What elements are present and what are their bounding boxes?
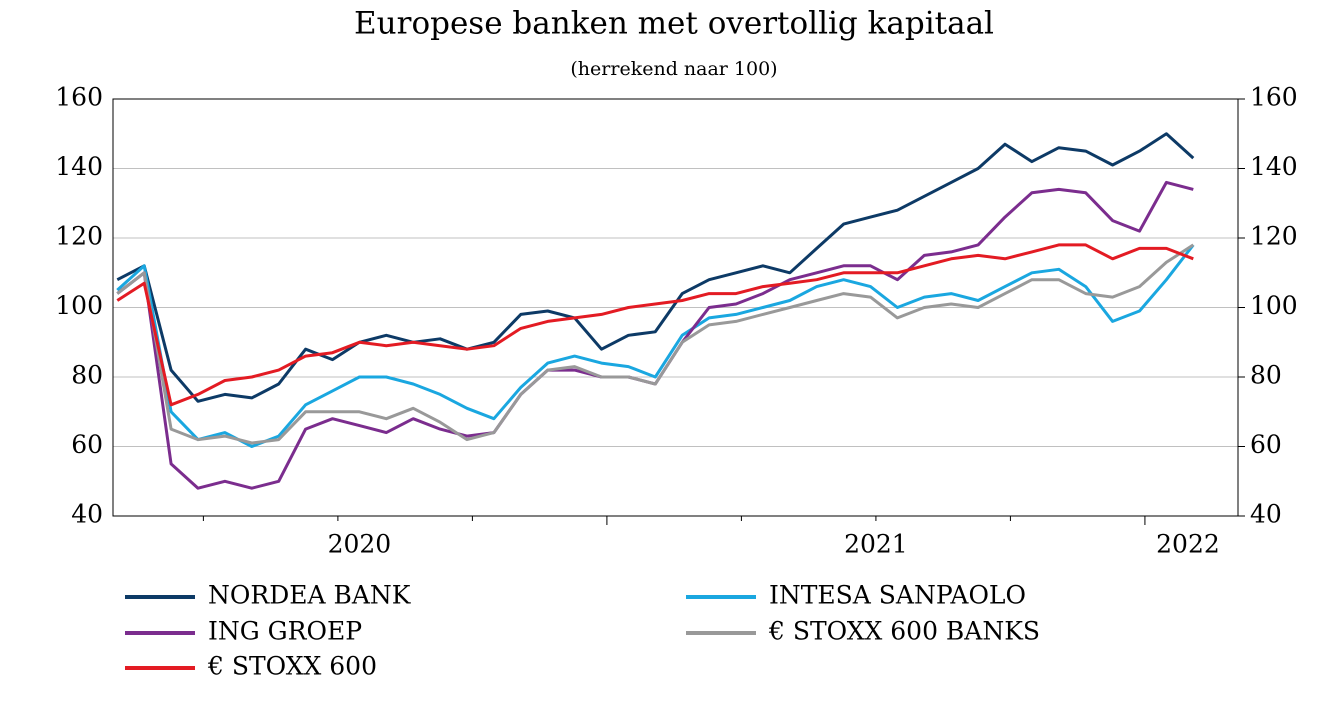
y2-tick-label: 80: [1250, 361, 1282, 390]
y-tick-label: 160: [55, 83, 103, 112]
series-line: [116, 132, 1195, 403]
legend-label: € STOXX 600 BANKS: [768, 617, 1040, 646]
y2-tick-label: 100: [1250, 291, 1298, 320]
plot-frame: [112, 98, 1239, 517]
x-tick-label: 2020: [328, 530, 392, 559]
y-tick-label: 100: [55, 291, 103, 320]
legend-label: INTESA SANPAOLO: [769, 581, 1026, 610]
legend-label: € STOXX 600: [207, 652, 377, 681]
y2-tick-label: 140: [1250, 152, 1298, 181]
legend-label: NORDEA BANK: [208, 581, 412, 610]
y-tick-label: 60: [71, 430, 103, 459]
y-tick-label: 80: [71, 361, 103, 390]
chart-subtitle: (herrekend naar 100): [570, 58, 777, 80]
y-tick-label: 40: [71, 500, 103, 529]
x-tick-label: 2021: [844, 530, 908, 559]
y2-tick-label: 60: [1250, 430, 1282, 459]
y2-tick-label: 120: [1250, 222, 1298, 251]
series-line: [116, 243, 1195, 448]
y-tick-label: 140: [55, 152, 103, 181]
y-tick-label: 120: [55, 222, 103, 251]
series-line: [116, 180, 1194, 490]
series-line: [116, 243, 1194, 407]
y2-tick-label: 40: [1250, 500, 1282, 529]
x-tick-label: 2022: [1156, 530, 1220, 559]
series-line: [116, 243, 1195, 445]
chart-title: Europese banken met overtollig kapitaal: [354, 6, 994, 42]
y2-tick-label: 160: [1250, 83, 1298, 112]
legend-label: ING GROEP: [208, 617, 362, 646]
